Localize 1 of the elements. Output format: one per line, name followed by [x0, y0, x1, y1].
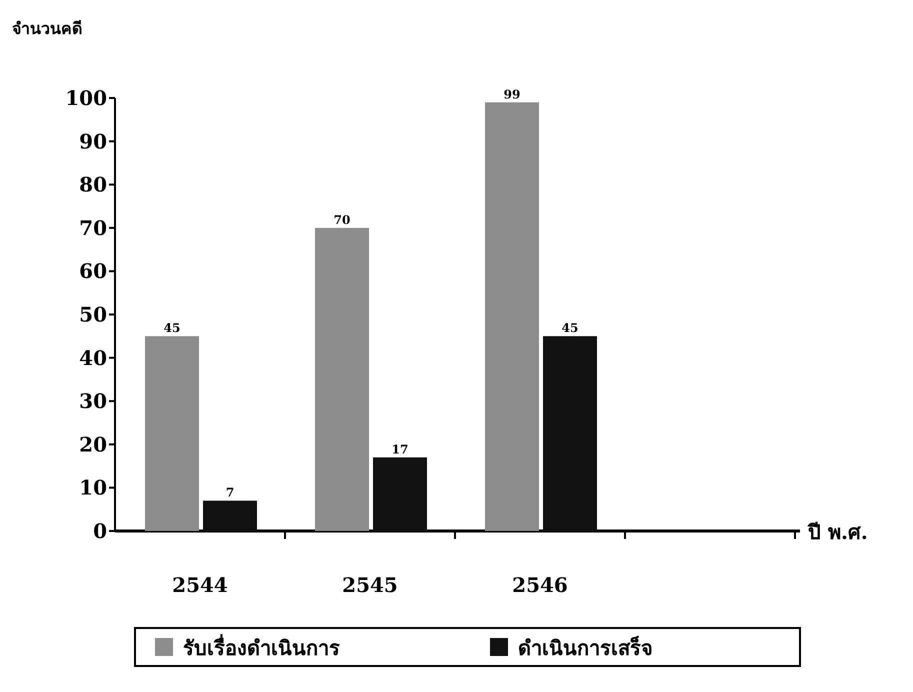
annotation: ปี พ.ศ. — [808, 520, 868, 544]
